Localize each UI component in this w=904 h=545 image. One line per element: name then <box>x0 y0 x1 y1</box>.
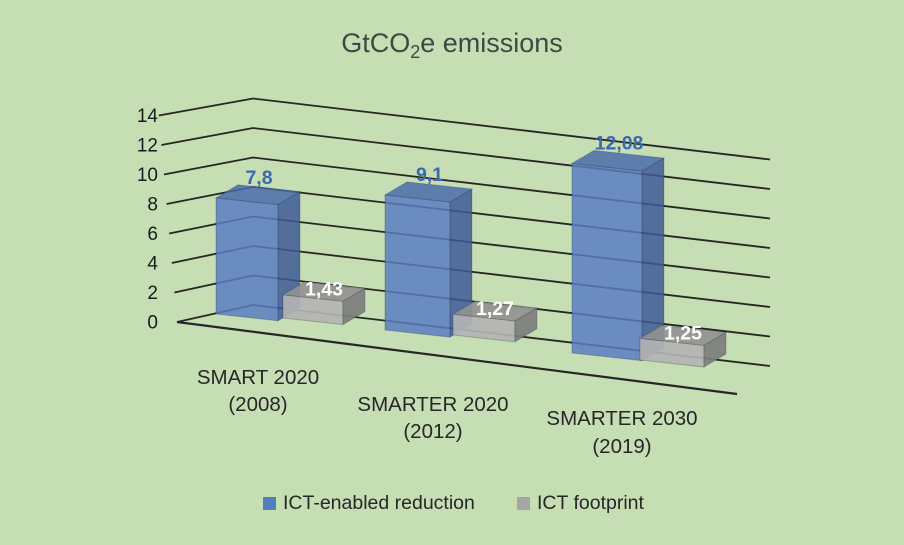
bar-ict-enabled-reduction <box>570 149 666 362</box>
legend-label-ict-enabled-reduction: ICT-enabled reduction <box>283 492 475 514</box>
legend-label-ict-footprint: ICT footprint <box>537 492 645 514</box>
value-labels-group: 7,8 1,43 9,1 1,27 12,08 1,25 <box>245 132 702 344</box>
data-label-gray: 1,25 <box>664 322 702 344</box>
category-labels-group: SMART 2020 (2008) SMARTER 2020 (2012) SMARTE… <box>197 366 698 458</box>
category-label-line2: (2008) <box>228 393 287 416</box>
data-label-blue: 12,08 <box>595 132 644 154</box>
y-axis-tick-label: 14 <box>137 106 159 127</box>
bar-ict-enabled-reduction <box>214 184 302 322</box>
y-axis-tick-label: 8 <box>147 195 158 216</box>
bar-ict-enabled-reduction-front-face <box>571 162 643 362</box>
bar-ict-footprint <box>281 281 367 326</box>
data-label-gray: 1,43 <box>305 279 343 301</box>
legend-swatch-ict-enabled-reduction <box>263 497 276 510</box>
bar-ict-footprint-side-face <box>342 287 366 326</box>
data-label-blue: 9,1 <box>416 164 443 186</box>
y-axis-ticks-group: 0 2 4 6 8 10 12 14 <box>137 106 159 334</box>
y-axis-tick-label: 6 <box>147 224 158 245</box>
bars-group <box>214 149 728 368</box>
chart-title-part: 2 <box>410 42 420 62</box>
bar-ict-enabled-reduction-front-face <box>384 194 451 338</box>
bar-ict-enabled-reduction-front-face <box>215 197 279 322</box>
legend-swatch-ict-footprint <box>517 497 530 510</box>
category-label-line1: SMARTER 2030 <box>546 407 697 430</box>
y-axis-tick-label: 10 <box>137 165 158 186</box>
bar-ict-enabled-reduction <box>383 181 474 339</box>
chart-title-part: e emissions <box>420 28 563 58</box>
floor-front-edge <box>176 320 738 396</box>
y-axis-tick-label: 4 <box>147 254 158 275</box>
category-label-line2: (2019) <box>592 435 651 458</box>
data-label-blue: 7,8 <box>245 167 272 189</box>
y-axis-tick-label: 0 <box>147 313 158 334</box>
chart-title-group: GtCO2e emissions <box>341 28 563 62</box>
gridline <box>158 97 771 161</box>
category-label-line1: SMARTER 2020 <box>357 393 508 416</box>
chart-title: GtCO2e emissions <box>341 28 563 62</box>
bar-ict-footprint <box>638 324 728 368</box>
data-label-gray: 1,27 <box>476 298 514 320</box>
bar-ict-footprint-side-face <box>514 307 538 343</box>
category-label-line2: (2012) <box>403 420 462 443</box>
bar-ict-footprint <box>451 300 539 343</box>
legend-group: ICT-enabled reduction ICT footprint <box>263 492 645 514</box>
y-axis-tick-label: 12 <box>137 136 158 157</box>
y-axis-tick-label: 2 <box>147 283 158 304</box>
bar-ict-footprint-side-face <box>703 331 727 368</box>
chart-title-part: GtCO <box>341 28 410 58</box>
category-label-line1: SMART 2020 <box>197 366 319 389</box>
